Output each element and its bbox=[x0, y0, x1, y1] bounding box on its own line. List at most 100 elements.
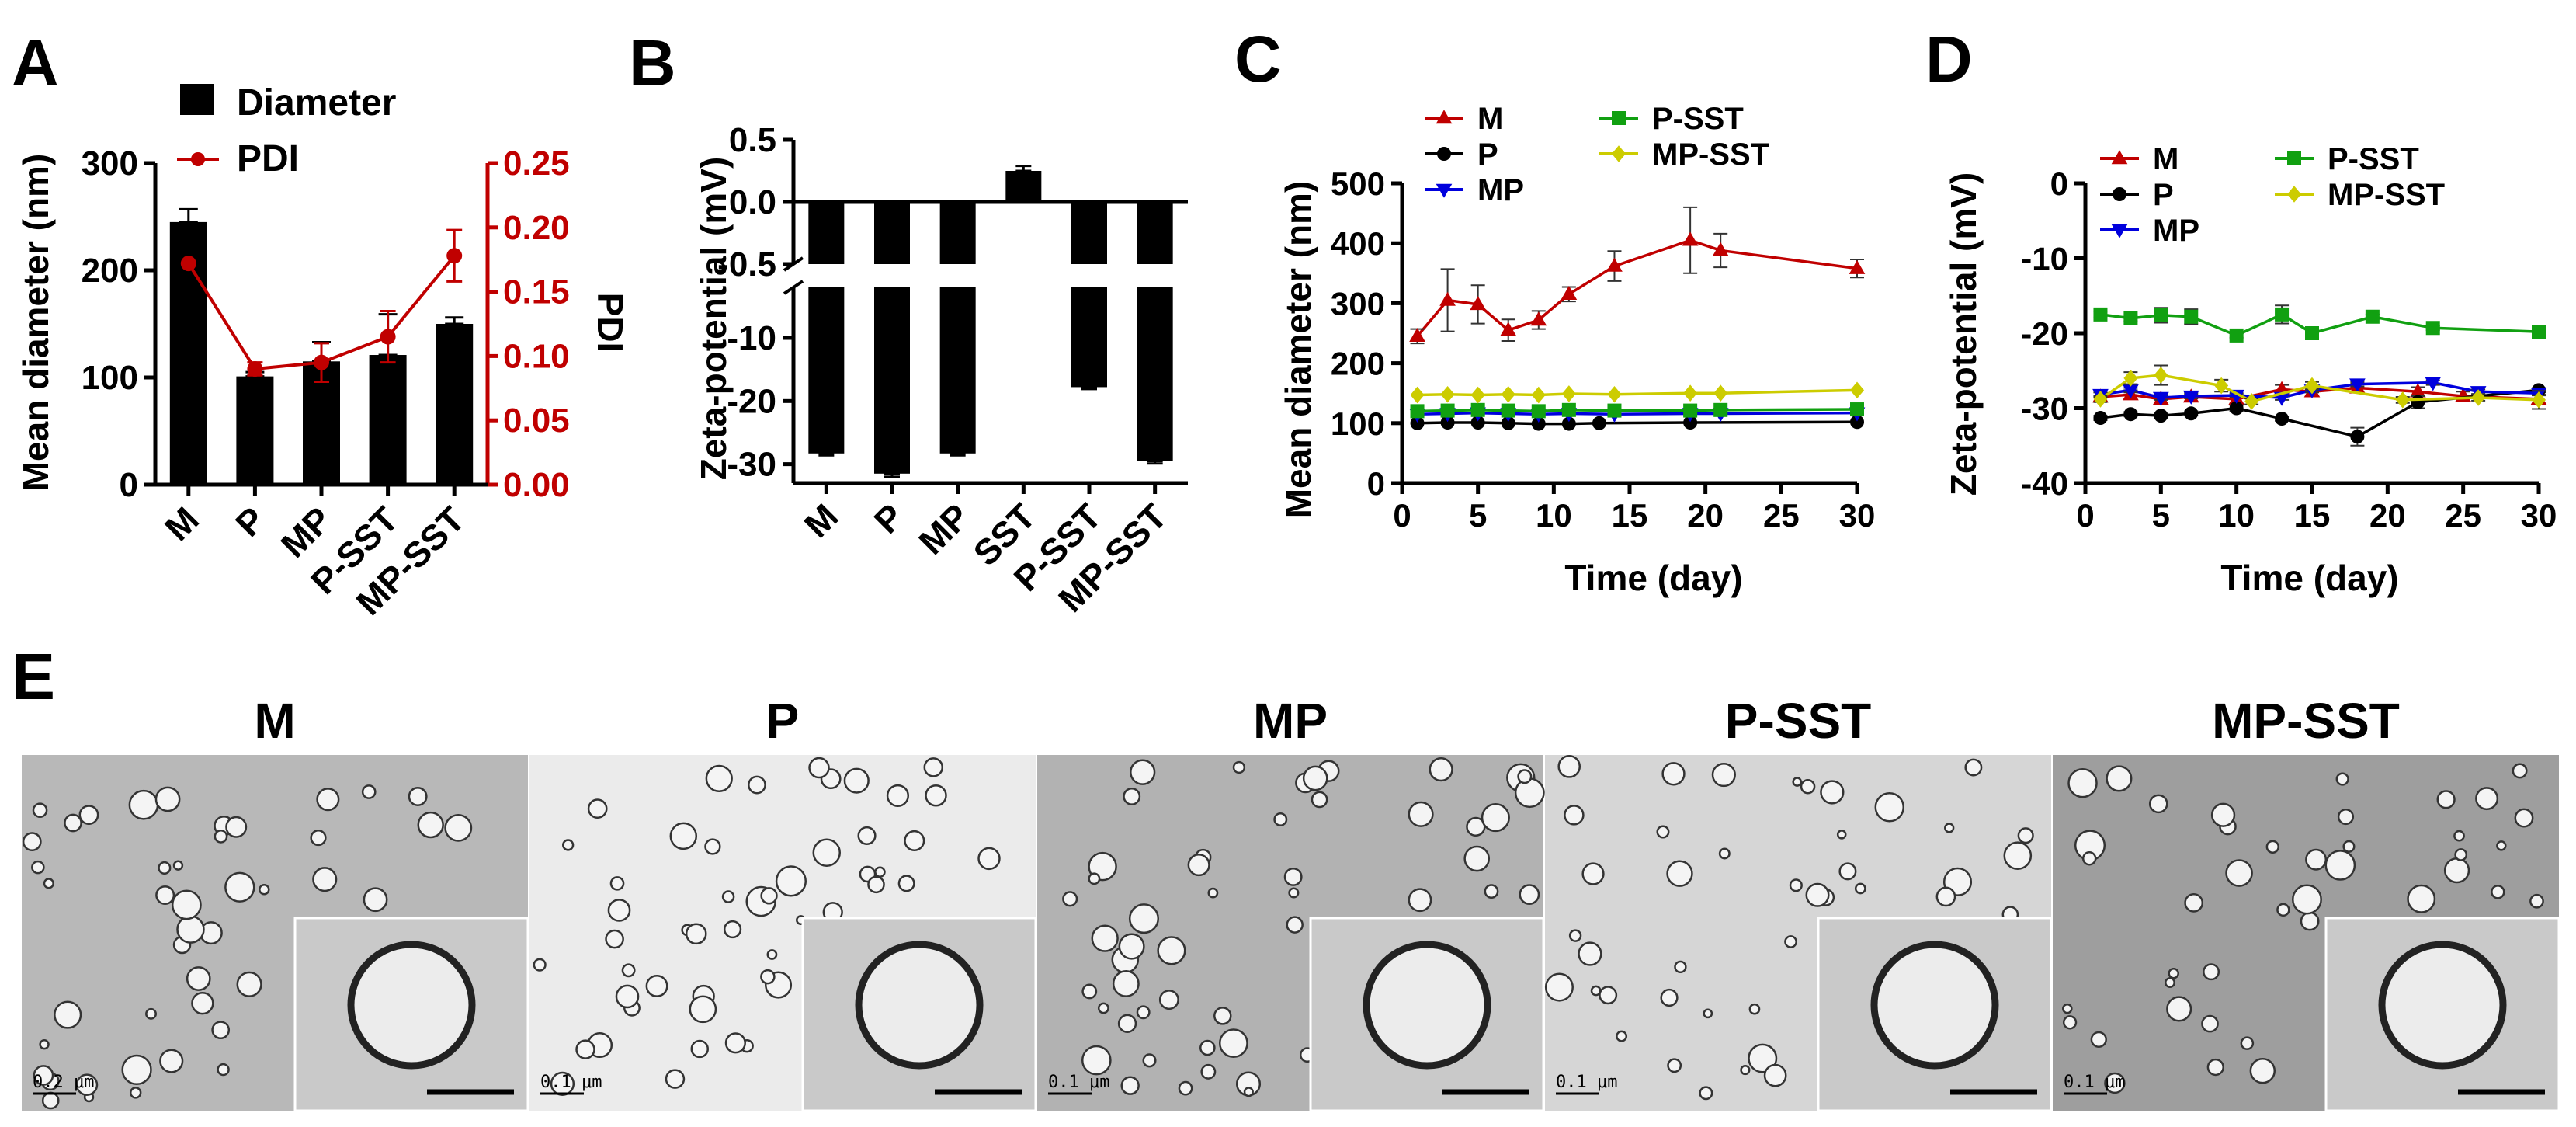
e-label-M: M bbox=[254, 693, 295, 749]
c-plot-point-P bbox=[1440, 416, 1455, 430]
e-particle bbox=[217, 1063, 230, 1077]
e-particle bbox=[1656, 825, 1670, 839]
e-particle bbox=[176, 915, 205, 944]
c-plot-point-P-SST bbox=[1410, 404, 1425, 419]
b-xtick-label-P: P bbox=[866, 496, 911, 541]
e-particle bbox=[32, 802, 48, 818]
e-particle bbox=[1118, 933, 1145, 960]
e-particle bbox=[1854, 882, 1866, 895]
d-plot-legend-label-MP-SST: MP-SST bbox=[2328, 178, 2445, 212]
b-bar-upper-M bbox=[808, 202, 845, 264]
e-particle bbox=[1311, 791, 1328, 809]
d-plot-ytick-label: -20 bbox=[2021, 315, 2068, 352]
b-xtick-label-M: M bbox=[797, 496, 846, 545]
e-particle bbox=[760, 969, 776, 985]
e-particle bbox=[2104, 1072, 2126, 1094]
d-plot-point-P-SST bbox=[2123, 311, 2138, 325]
e-particle bbox=[645, 974, 668, 997]
b-bar-upper-MP-SST bbox=[1137, 202, 1173, 264]
d-plot-point-P bbox=[2184, 406, 2199, 421]
d-plot-point-MP-SST bbox=[2471, 389, 2486, 406]
e-particle bbox=[1232, 760, 1246, 774]
e-particle bbox=[22, 832, 42, 852]
e-particle bbox=[615, 984, 640, 1009]
e-particle bbox=[128, 789, 159, 820]
e-scale-label: 0.1 μm bbox=[1048, 1073, 1109, 1092]
c-plot-point-P bbox=[1683, 416, 1698, 430]
e-particle bbox=[2342, 840, 2356, 853]
e-particle bbox=[665, 1069, 686, 1089]
c-plot-legend-label-MP: MP bbox=[1477, 173, 1524, 207]
e-particle bbox=[550, 1071, 575, 1096]
c-plot-point-P bbox=[1470, 416, 1485, 430]
e-particle bbox=[1200, 1063, 1217, 1080]
e-particle bbox=[172, 860, 184, 871]
c-plot-point-MP-SST bbox=[1561, 385, 1576, 402]
b-xtick-label-MP: MP bbox=[911, 496, 977, 562]
panel-d-ylabel: Zeta-potential (mV) bbox=[1943, 172, 1984, 496]
e-label-P-SST: P-SST bbox=[1725, 693, 1871, 749]
panel-c-plot: 0 100 200 300 400 500 0 5 10 15 20 25 30 bbox=[1331, 165, 1875, 534]
e-particle bbox=[1117, 1014, 1137, 1033]
d-plot-legend-label-P: P bbox=[2153, 178, 2174, 212]
e-particle bbox=[1964, 758, 1983, 777]
e-particle bbox=[2201, 1014, 2219, 1033]
e-particle bbox=[1581, 862, 1605, 885]
a-pdi-point-P bbox=[247, 360, 263, 377]
c-plot-xtick-label: 5 bbox=[1469, 497, 1487, 534]
e-particle bbox=[1557, 755, 1581, 778]
panel-letter-d: D bbox=[1925, 23, 1973, 96]
e-particle bbox=[1429, 757, 1453, 782]
d-plot-xtick-label: 10 bbox=[2218, 497, 2255, 534]
e-particle bbox=[2300, 911, 2320, 931]
e-particle bbox=[2225, 859, 2253, 887]
e-particle bbox=[2453, 830, 2465, 842]
c-plot-legend-label-MP-SST: MP-SST bbox=[1652, 137, 1769, 172]
e-particle bbox=[1616, 1030, 1628, 1042]
e-label-MP-SST: MP-SST bbox=[2212, 693, 2400, 749]
d-plot-legend-marker-P bbox=[2113, 187, 2126, 201]
e-particle bbox=[1740, 1064, 1751, 1076]
d-plot-legend-label-MP: MP bbox=[2153, 214, 2199, 248]
e-particle bbox=[2276, 903, 2290, 917]
d-plot-xtick-label: 15 bbox=[2294, 497, 2331, 534]
c-plot-xtick-label: 0 bbox=[1393, 497, 1411, 534]
e-particle bbox=[1187, 854, 1210, 877]
e-particle bbox=[607, 899, 631, 922]
c-plot-point-P bbox=[1531, 416, 1546, 431]
c-plot-point-P bbox=[1850, 415, 1864, 430]
e-particle bbox=[874, 866, 886, 878]
e-particle bbox=[1120, 1076, 1140, 1095]
e-particle bbox=[1408, 801, 1434, 827]
c-plot-line-MP-SST bbox=[1417, 388, 1858, 397]
c-plot-point-MP-SST bbox=[1501, 385, 1515, 403]
e-particle bbox=[748, 775, 766, 795]
d-plot-point-MP bbox=[2349, 378, 2366, 393]
e-particle bbox=[2324, 850, 2356, 881]
e-particle bbox=[1288, 887, 1300, 899]
panel-b-ylabel: Zeta-potential (mV) bbox=[693, 157, 734, 481]
e-particle bbox=[1062, 891, 1078, 907]
panel-e-images: M 0.2 μm P 0.1 μm MP 0.1 μm P-SST 0.1 μm MP-SST 0… bbox=[22, 693, 2560, 1112]
c-plot-point-P-SST bbox=[1531, 404, 1546, 419]
e-particle bbox=[2265, 840, 2279, 854]
e-inset-particle bbox=[1870, 941, 1999, 1070]
e-particle bbox=[363, 887, 388, 913]
e-particle bbox=[316, 788, 340, 812]
a-bar-P bbox=[236, 376, 274, 485]
c-plot-point-MP-SST bbox=[1410, 386, 1425, 404]
e-particle bbox=[1517, 769, 1533, 784]
e-particle bbox=[704, 838, 721, 855]
panel-letter-a: A bbox=[12, 26, 59, 99]
e-particle bbox=[2067, 767, 2098, 798]
e-particle bbox=[1302, 765, 1328, 791]
d-plot-point-P-SST bbox=[2365, 309, 2380, 324]
d-plot-point-MP-SST bbox=[2395, 391, 2410, 409]
e-particle bbox=[1286, 916, 1304, 934]
e-particle bbox=[1081, 1045, 1112, 1076]
panel-b: B 0.50.0-0.5-10-20-30M P MPSSTP-SSTMP-SST … bbox=[629, 26, 1188, 620]
e-particle bbox=[609, 876, 625, 891]
e-particle bbox=[2514, 808, 2534, 828]
b-ytick-label: 0.5 bbox=[729, 121, 776, 159]
e-particle bbox=[2475, 787, 2499, 811]
